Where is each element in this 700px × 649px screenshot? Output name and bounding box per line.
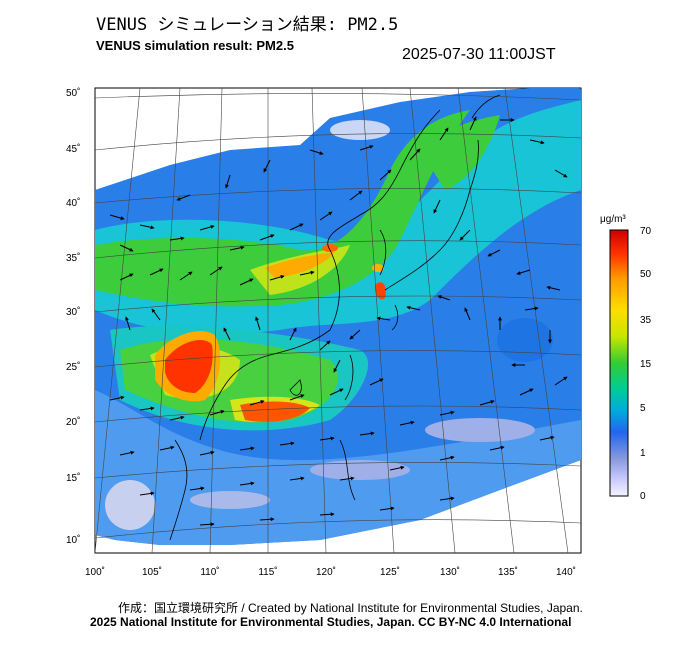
license-line: 2025 National Institute for Environmenta… [90,615,572,629]
colorbar: μg/m³ 70 50 35 15 5 1 0 [600,214,652,502]
lat-label: 30˚ [66,306,80,318]
lon-label: 135˚ [498,566,518,578]
lat-label: 45˚ [66,143,80,155]
timestamp: 2025-07-30 11:00JST [402,46,556,63]
lon-label: 120˚ [316,566,336,578]
title-japanese: VENUS シミュレーション結果: PM2.5 [96,15,399,35]
lon-label: 115˚ [258,566,277,578]
lat-label: 50˚ [66,87,80,99]
lat-label: 25˚ [66,361,80,373]
colorbar-ticks: 70 50 35 15 5 1 0 [640,226,652,502]
coastlines [169,94,501,541]
lon-label: 140˚ [556,566,576,578]
lat-label: 40˚ [66,197,80,209]
colorbar-unit: μg/m³ [600,214,626,225]
latitude-labels: 50˚ 45˚ 40˚ 35˚ 30˚ 25˚ 20˚ 15˚ 10˚ [66,87,80,546]
colorbar-scale [609,229,629,497]
colorbar-tick: 15 [640,359,652,370]
lon-label: 130˚ [440,566,460,578]
lat-label: 15˚ [66,472,80,484]
colorbar-tick: 0 [640,491,646,502]
colorbar-tick: 50 [640,269,652,280]
lon-label: 105˚ [142,566,162,578]
credit-line: 作成：国立環境研究所 / Created by National Institu… [118,601,583,615]
wind-vectors [109,116,568,527]
colorbar-tick: 70 [640,226,652,237]
lon-label: 110˚ [200,566,219,578]
lon-label: 125˚ [380,566,400,578]
colorbar-tick: 5 [640,403,646,414]
lon-label: 100˚ [85,566,105,578]
colorbar-tick: 1 [640,448,646,459]
title-english: VENUS simulation result: PM2.5 [96,38,294,53]
colorbar-tick: 35 [640,315,652,326]
pm25-field [95,88,581,553]
lat-label: 35˚ [66,252,80,264]
longitude-labels: 100˚ 105˚ 110˚ 115˚ 120˚ 125˚ 130˚ 135˚ … [85,566,576,578]
lat-label: 20˚ [66,416,80,428]
lat-label: 10˚ [66,534,80,546]
